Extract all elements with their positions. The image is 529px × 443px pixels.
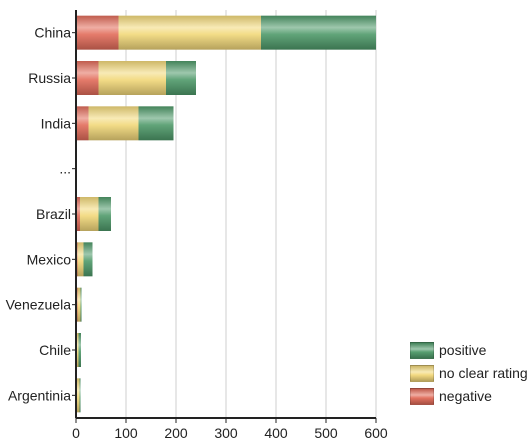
bar-no-clear-rating-russia — [99, 61, 167, 95]
bar-positive-china — [261, 16, 376, 50]
category-label: Brazil — [36, 206, 71, 222]
x-tick-label: 200 — [164, 425, 188, 441]
legend-swatch — [410, 365, 434, 382]
category-label: Mexico — [27, 251, 72, 267]
bar-positive-venezuela — [81, 288, 82, 322]
bar-positive-mexico — [84, 242, 93, 276]
legend-item-negative: negative — [410, 386, 528, 406]
bar-negative-russia — [76, 61, 99, 95]
x-tick-label: 300 — [214, 425, 238, 441]
legend: positive no clear rating negative — [410, 340, 528, 409]
category-label: Chile — [39, 342, 71, 358]
bar-no-clear-rating-brazil — [80, 197, 99, 231]
bar-no-clear-rating-argentinia — [77, 378, 80, 412]
x-tick-label: 600 — [364, 425, 388, 441]
category-label: Russia — [28, 70, 71, 86]
x-tick-label: 100 — [114, 425, 138, 441]
bar-positive-argentinia — [80, 378, 81, 412]
bar-no-clear-rating-venezuela — [78, 288, 81, 322]
bar-no-clear-rating-india — [89, 106, 139, 140]
category-label: Venezuela — [6, 297, 72, 313]
bar-no-clear-rating-mexico — [78, 242, 84, 276]
x-tick-label: 400 — [264, 425, 288, 441]
bar-no-clear-rating-chile — [77, 333, 79, 367]
bar-positive-india — [139, 106, 174, 140]
legend-swatch — [410, 388, 434, 405]
legend-label: no clear rating — [439, 365, 528, 381]
bar-positive-russia — [166, 61, 196, 95]
labels: China Russia India... Brazil Mexico Venezuela… — [6, 25, 388, 441]
legend-swatch — [410, 342, 434, 359]
bar-negative-china — [76, 16, 119, 50]
bar-no-clear-rating-china — [119, 16, 262, 50]
legend-item-positive: positive — [410, 340, 528, 360]
x-tick-label: 0 — [72, 425, 80, 441]
category-label: China — [34, 25, 71, 41]
x-tick-label: 500 — [314, 425, 338, 441]
legend-label: positive — [439, 342, 486, 358]
category-label: Argentinia — [8, 387, 71, 403]
legend-item-no-clear-rating: no clear rating — [410, 363, 528, 383]
category-label: ... — [59, 161, 71, 177]
legend-label: negative — [439, 388, 492, 404]
bar-positive-brazil — [99, 197, 112, 231]
category-label: India — [41, 115, 72, 131]
bar-negative-india — [76, 106, 89, 140]
bar-positive-chile — [79, 333, 82, 367]
